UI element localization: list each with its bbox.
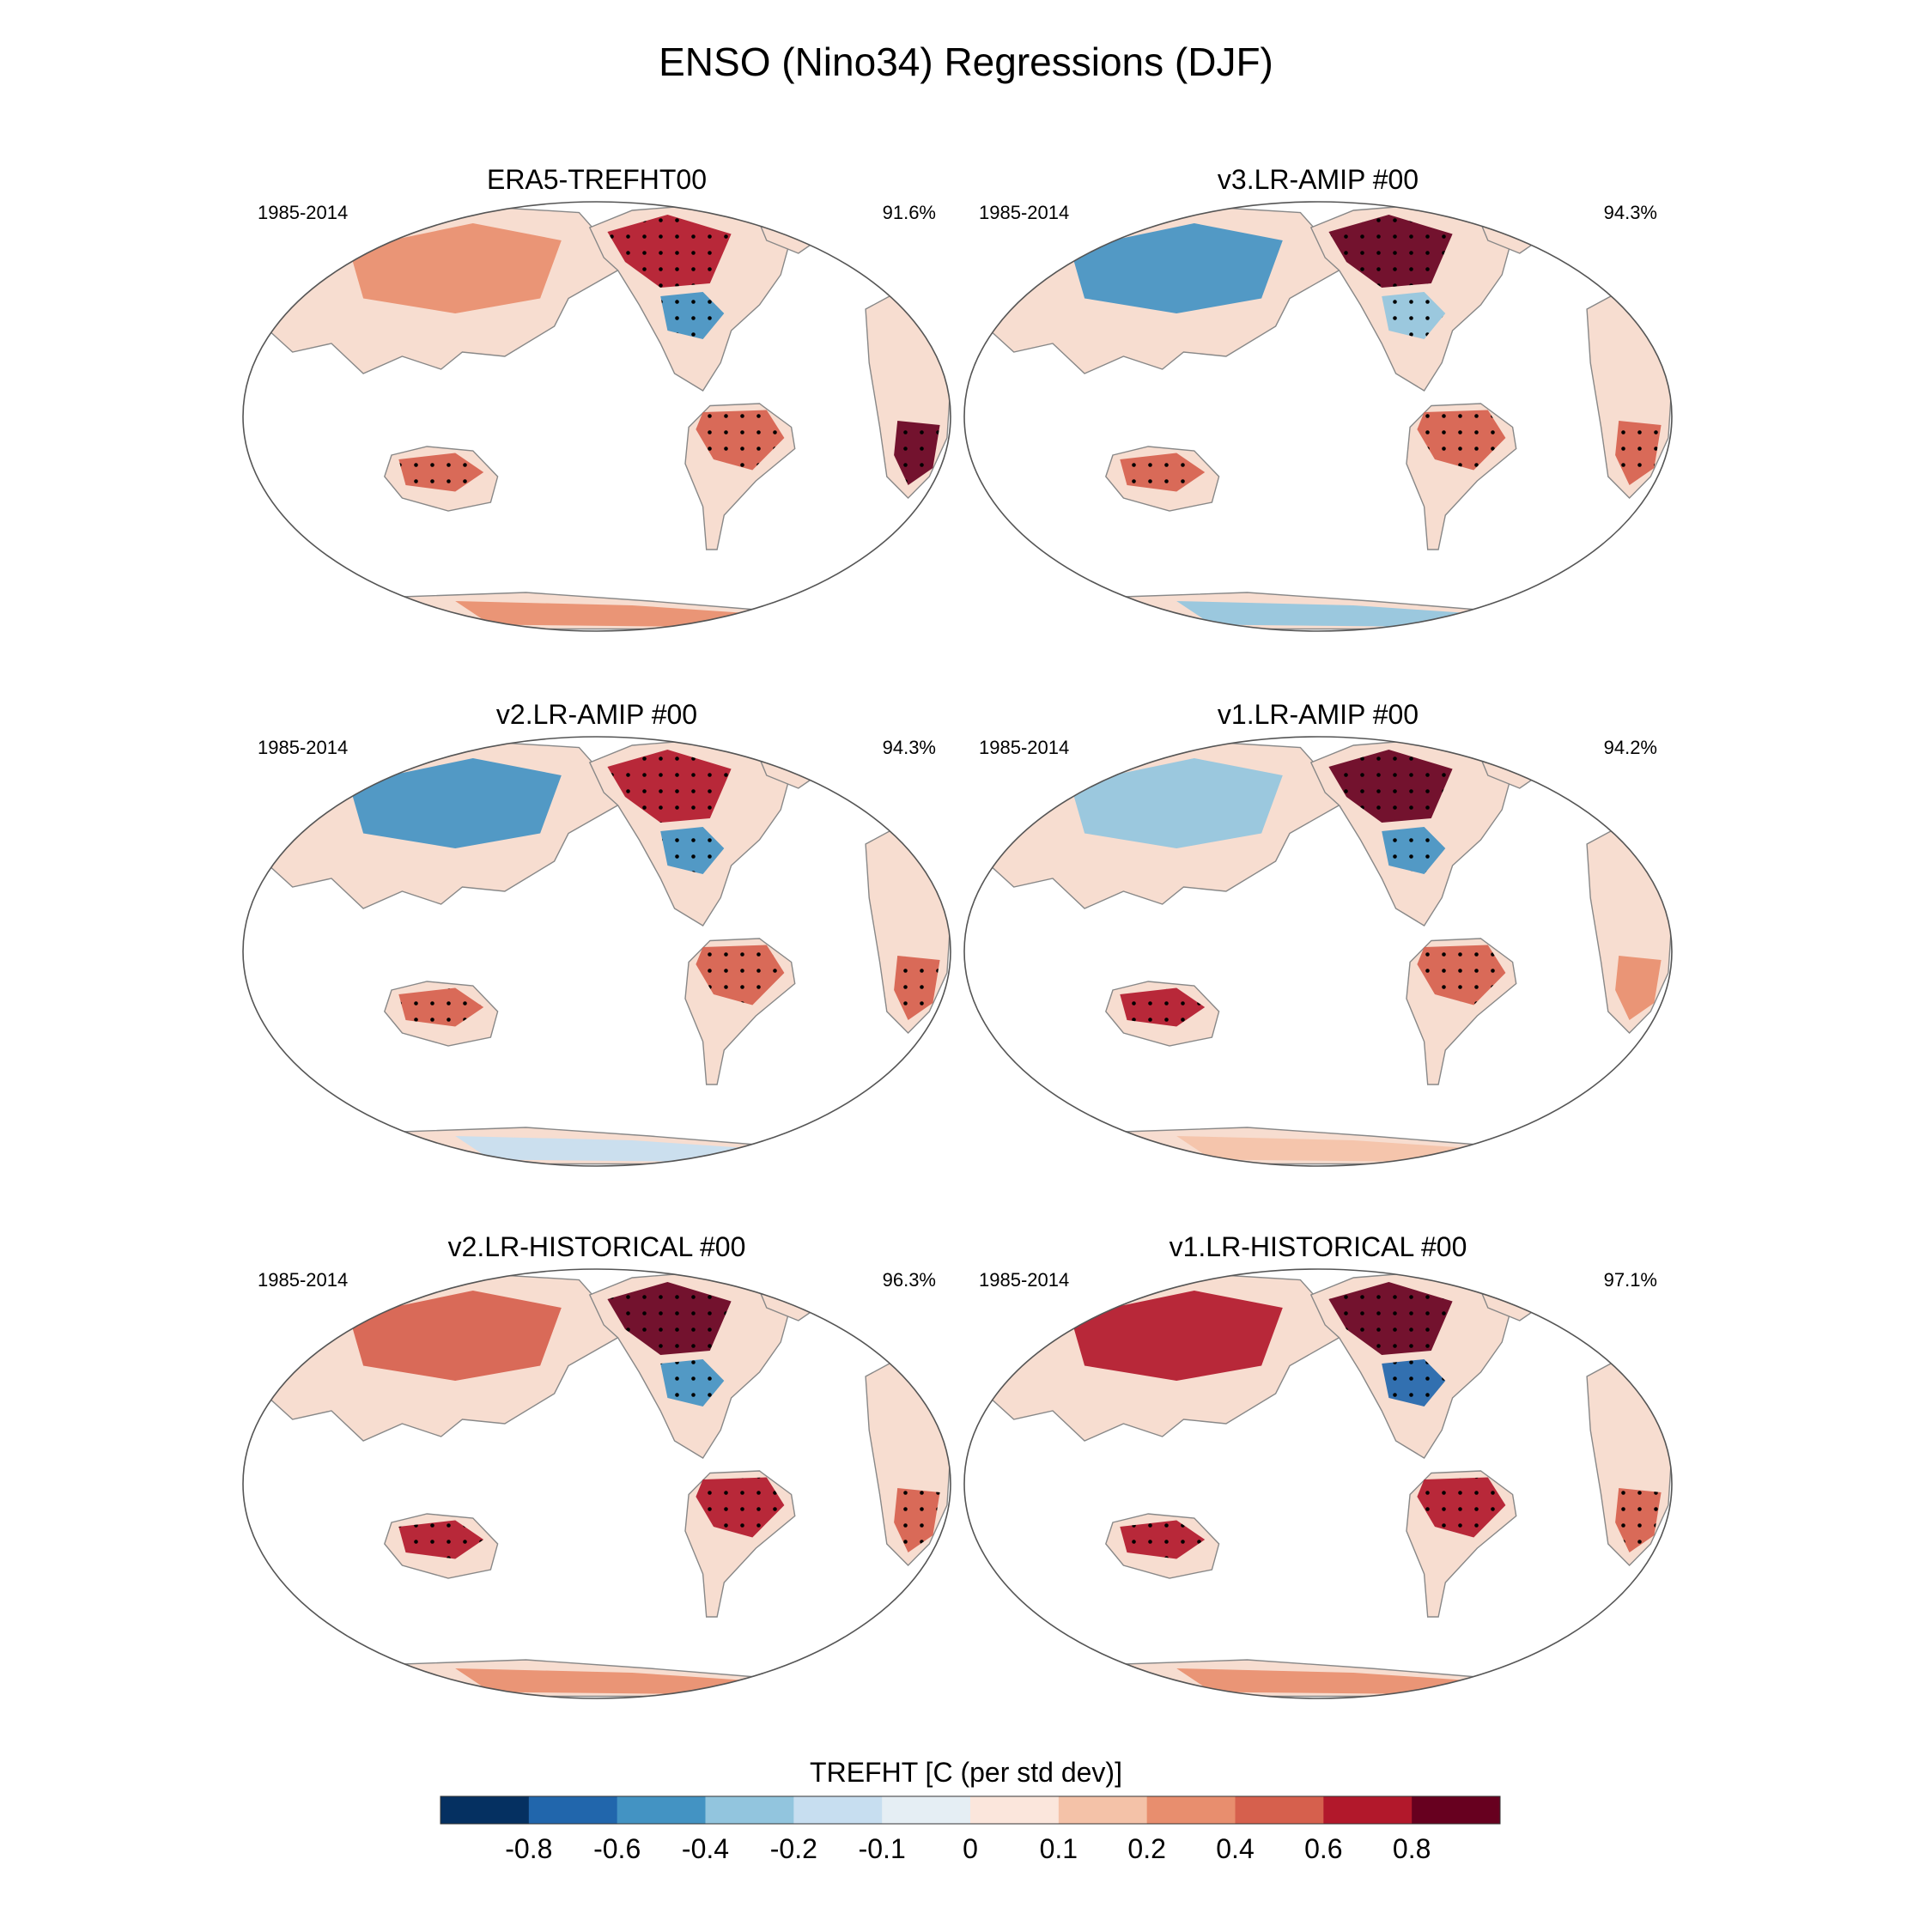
colorbar-swatch — [882, 1796, 971, 1824]
colorbar-swatch — [705, 1796, 794, 1824]
map-border — [242, 201, 951, 632]
colorbar-tick-label: -0.6 — [593, 1833, 641, 1864]
significance-stipple — [696, 1477, 785, 1538]
panel-title: ERA5-TREFHT00 — [487, 164, 707, 195]
significance-stipple — [660, 1359, 725, 1406]
colorbar-tick-label: -0.2 — [770, 1833, 817, 1864]
colorbar-swatch — [528, 1796, 618, 1824]
significance-stipple — [1417, 945, 1506, 1005]
significance-stipple — [1328, 215, 1453, 288]
significance-stipple — [894, 1488, 940, 1552]
colorbar-swatch — [1146, 1796, 1236, 1824]
map-border — [963, 736, 1673, 1167]
significance-stipple — [1120, 1520, 1206, 1559]
significance-stipple — [894, 421, 940, 485]
map-panel-4: v1.LR-AMIP #00 1985-2014 94.2% — [963, 699, 1673, 1167]
panel-pattern-correlation: 94.3% — [883, 737, 936, 758]
map-border — [242, 1268, 951, 1699]
colorbar-tick-label: 0.1 — [1040, 1833, 1078, 1864]
panel-years: 1985-2014 — [979, 202, 1069, 223]
significance-stipple — [660, 827, 725, 874]
panels: ERA5-TREFHT00 1985-2014 91.6% v3.LR-AMIP #0… — [242, 164, 1673, 1699]
panel-title: v2.LR-AMIP #00 — [496, 699, 697, 730]
significance-stipple — [398, 1520, 484, 1559]
significance-stipple — [894, 956, 940, 1020]
panel-years: 1985-2014 — [258, 202, 348, 223]
colorbar-tick-label: 0.8 — [1393, 1833, 1431, 1864]
colorbar: TREFHT [C (per std dev)] -0.8 -0.6 -0.4 -0.… — [440, 1757, 1501, 1864]
panel-years: 1985-2014 — [258, 737, 348, 758]
map-border — [963, 1268, 1673, 1699]
panel-pattern-correlation: 94.2% — [1604, 737, 1657, 758]
map-border — [242, 736, 951, 1167]
panel-title: v3.LR-AMIP #00 — [1218, 164, 1419, 195]
significance-stipple — [660, 292, 725, 339]
colorbar-frame — [440, 1795, 1501, 1825]
significance-stipple — [398, 987, 484, 1027]
map-panel-5: v2.LR-HISTORICAL #00 1985-2014 96.3% — [242, 1231, 951, 1699]
anomaly-region — [349, 1291, 562, 1381]
anomaly-region — [1070, 758, 1283, 848]
panel-years: 1985-2014 — [258, 1269, 348, 1291]
map-panel-6: v1.LR-HISTORICAL #00 1985-2014 97.1% — [963, 1231, 1673, 1699]
significance-stipple — [1382, 827, 1446, 874]
colorbar-swatch — [793, 1796, 883, 1824]
colorbar-swatch — [1323, 1796, 1413, 1824]
significance-stipple — [1615, 421, 1662, 485]
colorbar-tick-label: 0 — [963, 1833, 978, 1864]
anomaly-region — [1070, 1291, 1283, 1381]
significance-stipple — [607, 215, 732, 288]
significance-stipple — [1417, 410, 1506, 471]
significance-stipple — [607, 1282, 732, 1355]
anomaly-region — [349, 223, 562, 313]
colorbar-tick-label: -0.8 — [505, 1833, 552, 1864]
colorbar-tick-label: 0.6 — [1304, 1833, 1342, 1864]
significance-stipple — [1328, 1282, 1453, 1355]
significance-stipple — [1615, 1488, 1662, 1552]
colorbar-swatch — [617, 1796, 706, 1824]
anomaly-region — [349, 758, 562, 848]
panel-title: v1.LR-HISTORICAL #00 — [1170, 1231, 1467, 1262]
colorbar-swatch — [1235, 1796, 1324, 1824]
colorbar-tick-label: -0.1 — [859, 1833, 906, 1864]
anomaly-region — [1070, 223, 1283, 313]
map-border — [963, 201, 1673, 632]
significance-stipple — [1382, 292, 1446, 339]
significance-stipple — [1382, 1359, 1446, 1406]
colorbar-swatch — [1058, 1796, 1148, 1824]
significance-stipple — [607, 750, 732, 823]
map-panel-2: v3.LR-AMIP #00 1985-2014 94.3% — [963, 164, 1673, 632]
colorbar-tick-label: -0.4 — [682, 1833, 729, 1864]
colorbar-swatch — [440, 1796, 530, 1824]
significance-stipple — [1417, 1477, 1506, 1538]
map-panel-3: v2.LR-AMIP #00 1985-2014 94.3% — [242, 699, 951, 1167]
colorbar-title: TREFHT [C (per std dev)] — [810, 1757, 1122, 1788]
panel-pattern-correlation: 97.1% — [1604, 1269, 1657, 1291]
colorbar-swatch — [970, 1796, 1060, 1824]
panel-pattern-correlation: 96.3% — [883, 1269, 936, 1291]
significance-stipple — [1328, 750, 1453, 823]
figure-title: ENSO (Nino34) Regressions (DJF) — [659, 39, 1273, 84]
significance-stipple — [1120, 453, 1206, 492]
colorbar-swatch — [1412, 1796, 1501, 1824]
panel-pattern-correlation: 91.6% — [883, 202, 936, 223]
anomaly-region — [1615, 956, 1662, 1020]
panel-title: v1.LR-AMIP #00 — [1218, 699, 1419, 730]
colorbar-tick-label: 0.2 — [1127, 1833, 1165, 1864]
significance-stipple — [696, 410, 785, 471]
map-panel-1: ERA5-TREFHT00 1985-2014 91.6% — [242, 164, 951, 632]
significance-stipple — [398, 453, 484, 492]
colorbar-tick-label: 0.4 — [1216, 1833, 1254, 1864]
significance-stipple — [696, 945, 785, 1005]
panel-years: 1985-2014 — [979, 1269, 1069, 1291]
significance-stipple — [1120, 987, 1206, 1027]
panel-title: v2.LR-HISTORICAL #00 — [448, 1231, 746, 1262]
panel-pattern-correlation: 94.3% — [1604, 202, 1657, 223]
panel-years: 1985-2014 — [979, 737, 1069, 758]
